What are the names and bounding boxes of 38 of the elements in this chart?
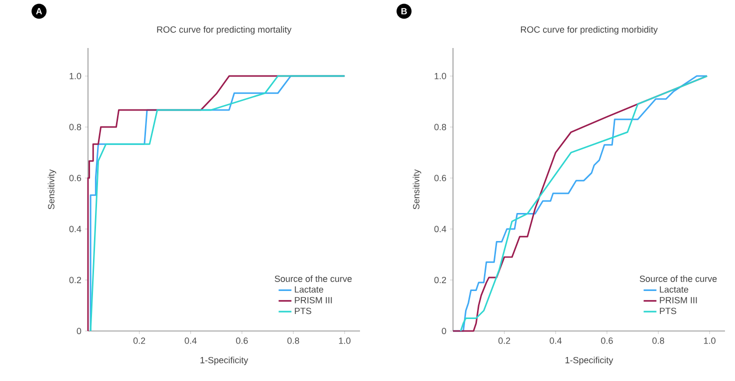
x-tick-label: 0.2 xyxy=(133,338,146,344)
legend-label: Lactate xyxy=(294,286,324,293)
y-tick-label: 0.4 xyxy=(69,226,82,232)
y-tick-label: 0.6 xyxy=(69,174,82,182)
chart-title: ROC curve for predicting mortality xyxy=(157,26,292,34)
y-tick-label: 0.4 xyxy=(434,226,446,232)
y-tick-label: 0.8 xyxy=(69,124,82,130)
x-tick-label: 0.8 xyxy=(287,338,300,344)
x-tick-label: 1.0 xyxy=(339,338,350,344)
x-tick-label: 0.4 xyxy=(550,338,562,344)
y-tick-label: 0 xyxy=(442,328,446,334)
legend-label: Lactate xyxy=(660,286,688,293)
legend-label: PTS xyxy=(660,308,676,314)
y-tick-label: 0.6 xyxy=(434,174,446,182)
x-axis-title: 1-Specificity xyxy=(566,356,614,366)
legend-label: PTS xyxy=(294,308,312,314)
legend-title: Source of the curve xyxy=(640,275,717,282)
legend-title: Source of the curve xyxy=(274,275,352,282)
y-axis-title: Sensitivity xyxy=(412,169,422,210)
legend-label: PRISM III xyxy=(660,296,697,304)
y-tick-label: 1.0 xyxy=(434,72,446,80)
x-tick-label: 0.6 xyxy=(236,338,248,344)
y-tick-label: 0 xyxy=(76,328,82,334)
text: B xyxy=(401,8,407,14)
chart-title: ROC curve for predicting morbidity xyxy=(520,26,658,34)
x-tick-label: 1.0 xyxy=(704,338,716,344)
text: A xyxy=(36,8,42,14)
x-tick-label: 0.6 xyxy=(601,338,613,344)
x-tick-label: 0.8 xyxy=(652,338,664,344)
legend-label: PRISM III xyxy=(294,296,332,304)
y-tick-label: 0.2 xyxy=(69,276,82,284)
y-tick-label: 1.0 xyxy=(70,72,82,80)
y-tick-label: 0.8 xyxy=(434,124,446,130)
y-tick-label: 0.2 xyxy=(434,276,446,284)
y-axis-title: Sensitivity xyxy=(48,169,56,210)
x-tick-label: 0.4 xyxy=(184,338,197,344)
x-tick-label: 0.2 xyxy=(498,338,510,344)
x-axis-title: 1-Specificity xyxy=(200,356,248,366)
